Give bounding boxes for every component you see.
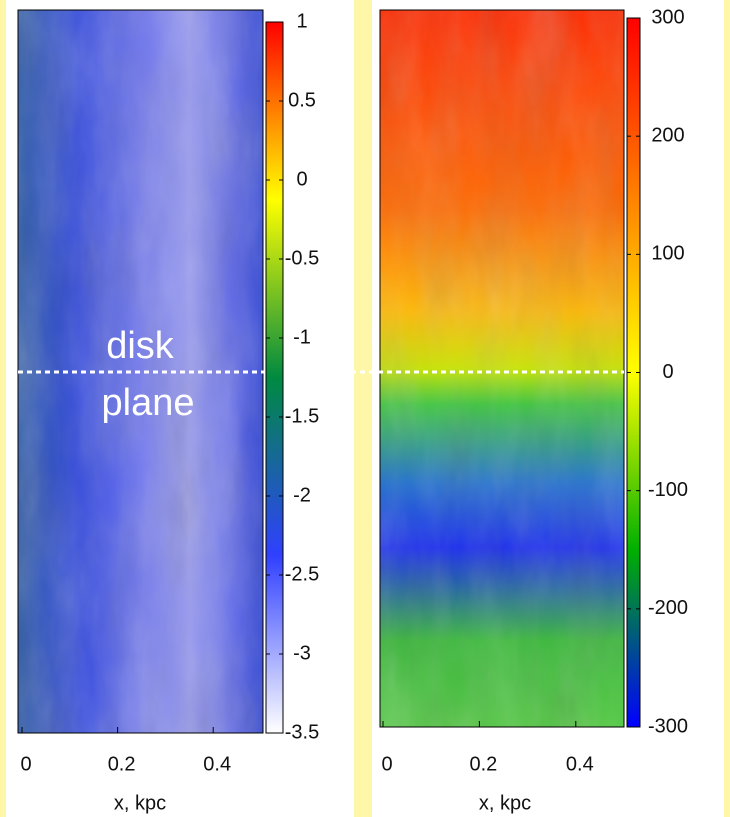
- colorbar-tick-label: 1: [296, 10, 307, 32]
- colorbar-tick-label: -100: [648, 479, 688, 501]
- x-tick-label: 0.4: [566, 753, 594, 775]
- colorbar-tick-label: -3.5: [285, 721, 319, 743]
- x-tick-label: 0: [20, 753, 31, 775]
- x-tick-label: 0.2: [108, 753, 136, 775]
- annotation: plane: [102, 382, 195, 424]
- colorbar-tick-label: 0: [296, 168, 307, 190]
- colorbar-tick-label: -2: [293, 484, 311, 506]
- x-tick-label: 0.2: [469, 753, 497, 775]
- x-tick-label: 0: [381, 753, 392, 775]
- plot-frame: [379, 9, 625, 728]
- colorbar-tick-label: 100: [651, 243, 684, 265]
- x-axis-label: x, kpc: [479, 792, 531, 814]
- colorbar-tick-label: -0.5: [285, 247, 319, 269]
- colorbar-tick-label: -2.5: [285, 563, 319, 585]
- colorbar: [265, 21, 284, 734]
- colorbar-tick-label: 200: [651, 124, 684, 146]
- x-tick-label: 0.4: [203, 753, 231, 775]
- colorbar-tick-label: 0.5: [288, 89, 316, 111]
- annotation: disk: [106, 325, 175, 367]
- colorbar-tick-label: 0: [662, 361, 673, 383]
- colorbar-tick-label: -1.5: [285, 405, 319, 427]
- colorbar-tick-label: -3: [293, 642, 311, 664]
- colorbar-tick-label: -1: [293, 326, 311, 348]
- colorbar-tick-label: -200: [648, 597, 688, 619]
- colorbar-tick-label: -300: [648, 715, 688, 737]
- heatmap-texture: [380, 10, 624, 727]
- colorbar-tick-label: 300: [651, 6, 684, 28]
- x-axis-label: x, kpc: [114, 792, 166, 814]
